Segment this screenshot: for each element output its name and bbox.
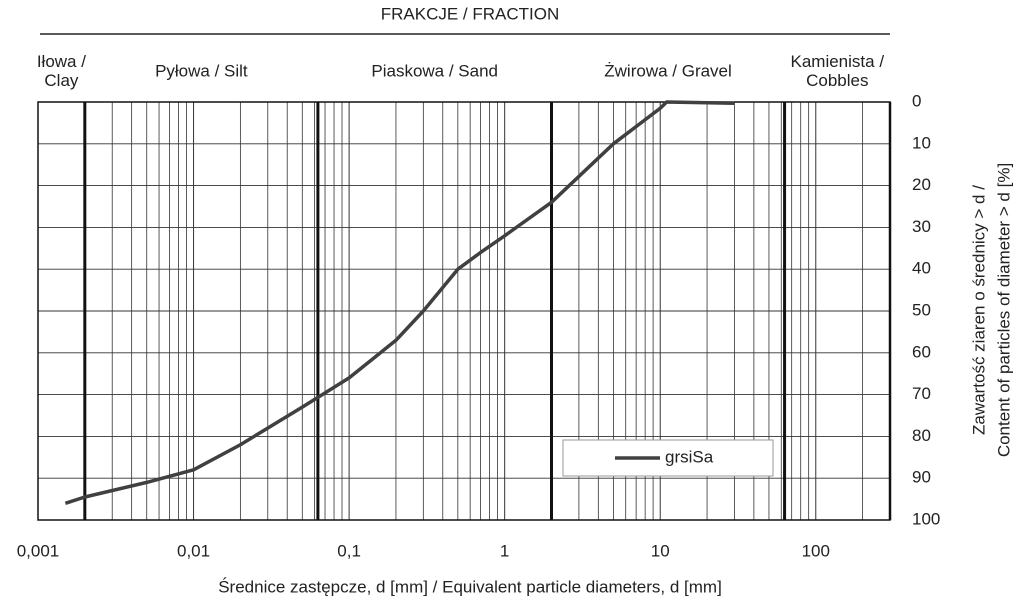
chart-title: FRAKCJE / FRACTION [381, 4, 560, 23]
x-axis-label: Średnice zastępcze, d [mm] / Equivalent … [218, 577, 722, 596]
y-tick-label: 10 [912, 133, 931, 152]
y-axis-label: Content of particles of diameter > d [%] [994, 163, 1013, 457]
y-tick-label: 20 [912, 175, 931, 194]
y-tick-label: 0 [912, 91, 921, 110]
y-tick-label: 100 [912, 509, 940, 528]
y-tick-label: 60 [912, 342, 931, 361]
y-axis-label: Zawartość ziaren o średnicy > d / [969, 185, 988, 435]
y-tick-label: 90 [912, 468, 931, 487]
x-tick-label: 0,01 [177, 541, 210, 560]
y-tick-label: 70 [912, 384, 931, 403]
data-line [64, 100, 735, 505]
x-tick-label: 1 [500, 541, 509, 560]
y-tick-label: 30 [912, 217, 931, 236]
x-tick-label: 100 [802, 541, 830, 560]
x-tick-label: 10 [651, 541, 670, 560]
legend-label: grsiSa [665, 447, 714, 466]
fraction-label: Piaskowa / Sand [371, 61, 498, 80]
fraction-label: Clay [44, 71, 79, 90]
fraction-label: Iłowa / [37, 52, 86, 71]
fraction-label: Kamienista / [791, 52, 885, 71]
y-tick-label: 80 [912, 426, 931, 445]
y-tick-label: 50 [912, 300, 931, 319]
legend-box [562, 439, 774, 477]
y-tick-label: 40 [912, 259, 931, 278]
fraction-label: Żwirowa / Gravel [604, 61, 732, 80]
x-tick-label: 0,001 [17, 541, 60, 560]
x-tick-label: 0,1 [337, 541, 361, 560]
fraction-label: Pyłowa / Silt [155, 61, 248, 80]
fraction-label: Cobbles [806, 71, 868, 90]
